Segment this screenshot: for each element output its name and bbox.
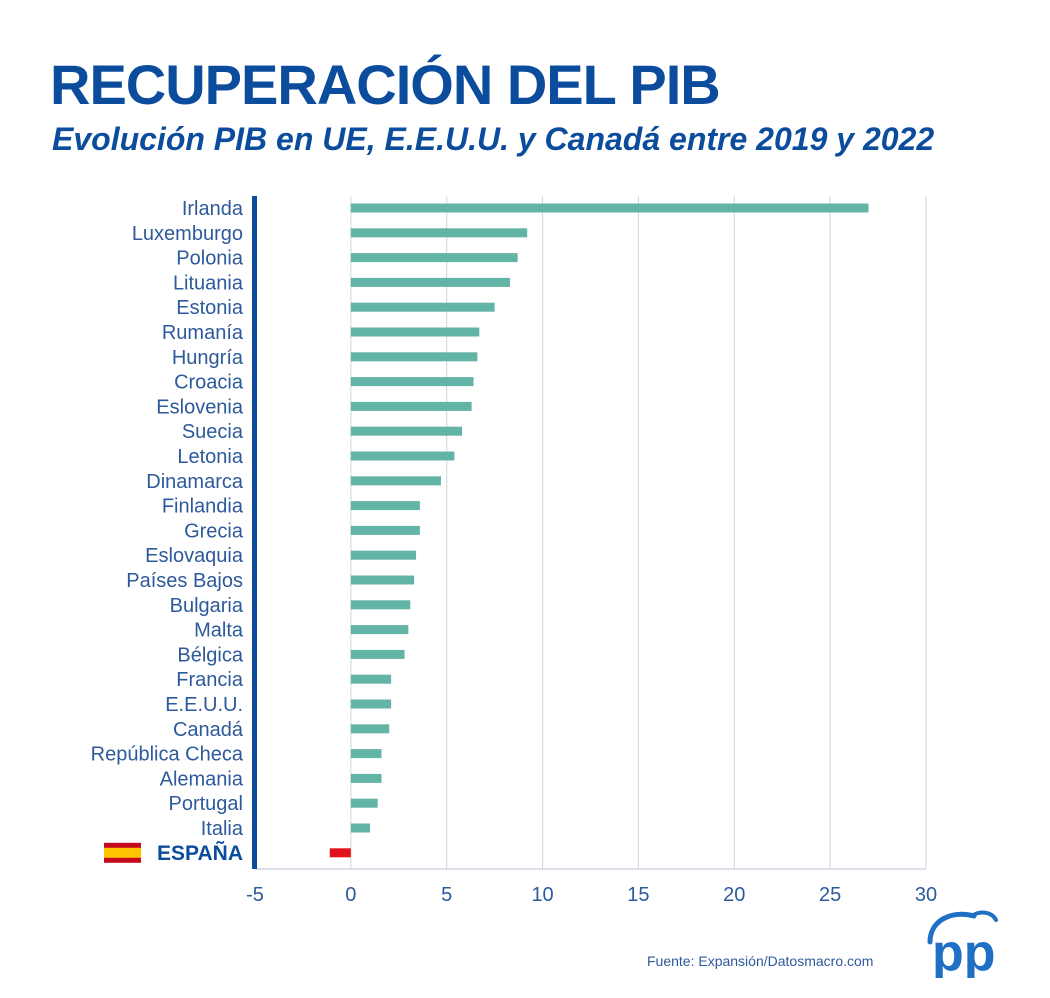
x-tick-label: 25 — [819, 884, 841, 906]
x-tick-label: 5 — [441, 884, 452, 906]
category-label: Eslovenia — [156, 396, 244, 418]
x-tick-label: 0 — [345, 884, 356, 906]
bar — [350, 476, 441, 486]
bar — [350, 302, 495, 312]
category-label: Alemania — [160, 768, 244, 790]
category-label: Letonia — [177, 446, 243, 468]
bar — [350, 377, 474, 387]
category-label: Eslovaquia — [145, 545, 244, 567]
bar — [350, 823, 371, 833]
bar — [350, 203, 869, 213]
category-label: Rumanía — [162, 322, 244, 344]
bar — [329, 848, 351, 858]
category-label: Portugal — [169, 793, 244, 815]
category-label: Hungría — [172, 347, 244, 369]
bar — [350, 352, 478, 362]
bar — [350, 625, 409, 635]
category-label: Italia — [201, 818, 244, 840]
bar — [350, 649, 405, 659]
bar — [350, 749, 382, 759]
bar — [350, 401, 472, 411]
category-label: Bulgaria — [170, 595, 244, 617]
bar — [350, 550, 417, 560]
x-tick-label: 15 — [627, 884, 649, 906]
bar — [350, 699, 392, 709]
category-label: Polonia — [176, 248, 244, 270]
bar — [350, 277, 510, 287]
bar — [350, 253, 518, 263]
category-label: E.E.U.U. — [165, 694, 243, 716]
x-tick-label: 10 — [531, 884, 553, 906]
category-label: Dinamarca — [146, 471, 244, 493]
bar — [350, 327, 480, 337]
category-label: Canadá — [173, 719, 244, 741]
category-label: Croacia — [174, 372, 244, 394]
category-label: Lituania — [173, 272, 244, 294]
bar-chart: -5 0 5 10 15 20 25 30 Irlanda Luxemburgo PoloniaLi… — [91, 196, 937, 906]
page-subtitle: Evolución PIB en UE, E.E.U.U. y Canadá e… — [52, 121, 935, 157]
page-title: RECUPERACIÓN DEL PIB — [50, 53, 721, 116]
category-label: Grecia — [184, 520, 244, 542]
category-label: Luxemburgo — [132, 223, 243, 245]
x-tick-label: 30 — [915, 884, 937, 906]
bar — [350, 525, 420, 535]
x-tick-label: 20 — [723, 884, 745, 906]
category-label: República Checa — [91, 744, 244, 766]
category-label: Suecia — [182, 421, 244, 443]
pp-logo-icon: pp — [927, 910, 998, 978]
category-label: Bélgica — [177, 644, 243, 666]
bar — [350, 724, 390, 734]
bar — [350, 228, 528, 238]
bar — [350, 426, 463, 436]
category-label: ESPAÑA — [157, 842, 243, 865]
bar — [350, 501, 420, 511]
bar — [350, 773, 382, 783]
bar — [350, 575, 415, 585]
bar — [350, 798, 378, 808]
bar — [350, 600, 411, 610]
category-label: Estonia — [176, 297, 244, 319]
category-label: Finlandia — [162, 496, 244, 518]
category-label: Malta — [194, 620, 244, 642]
category-label: Francia — [176, 669, 244, 691]
category-label: Países Bajos — [126, 570, 243, 592]
y-axis-line — [252, 196, 257, 869]
spain-flag-stripe — [104, 847, 141, 858]
source-note: Fuente: Expansión/Datosmacro.com — [647, 953, 874, 969]
category-label: Irlanda — [182, 198, 244, 220]
bar — [350, 674, 392, 684]
x-tick-label: -5 — [246, 884, 264, 906]
bar — [350, 451, 455, 461]
logo-text: pp — [932, 924, 996, 978]
